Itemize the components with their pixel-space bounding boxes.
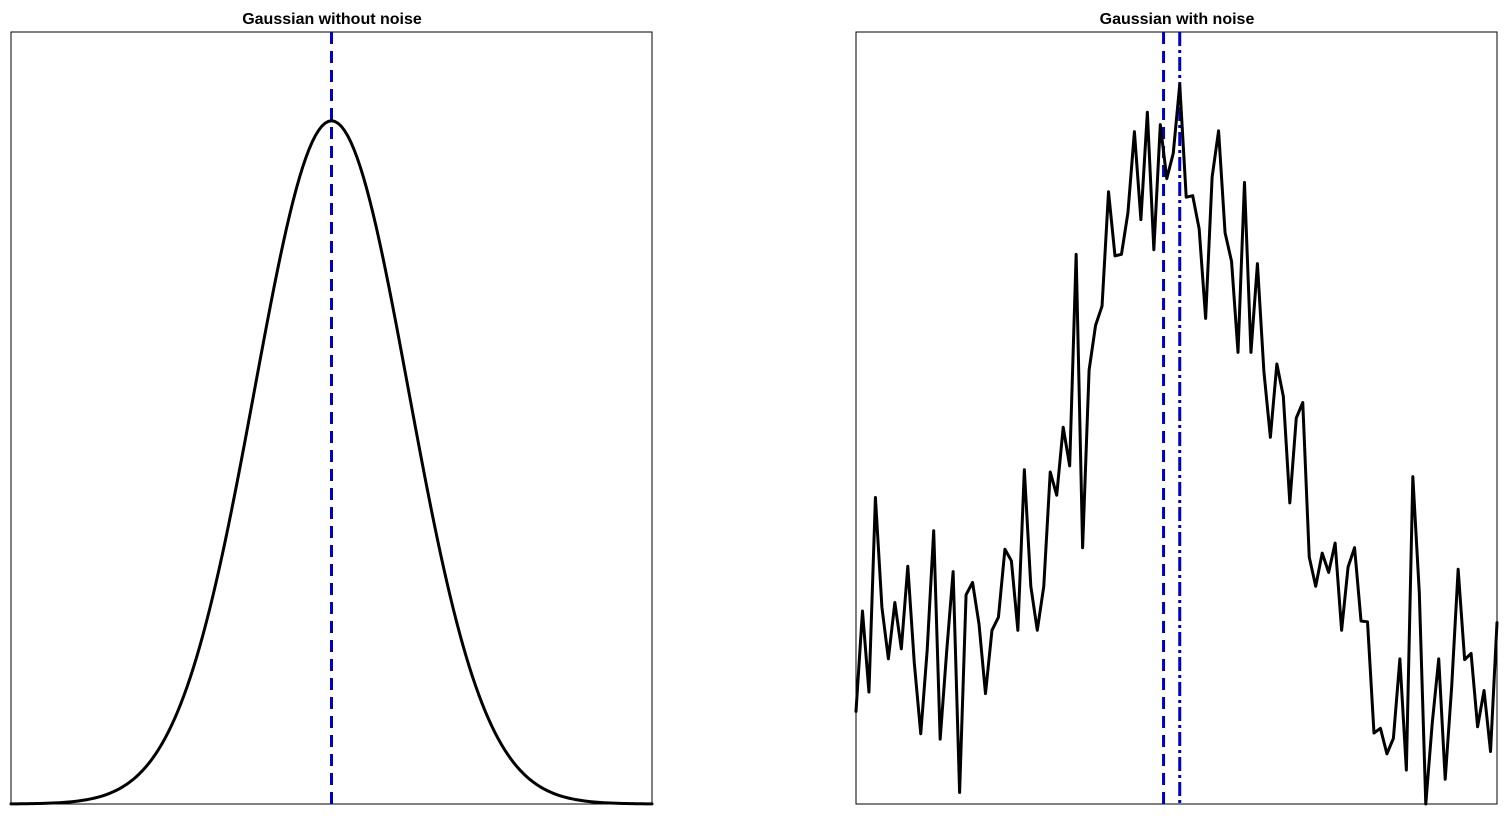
left-plot-marks [9, 32, 654, 806]
right-plot-frame [855, 31, 1498, 805]
left-panel-title: Gaussian without noise [242, 11, 422, 28]
left-gaussian-curve [9, 119, 654, 806]
right-panel-title: Gaussian with noise [1100, 11, 1255, 28]
right-plot-marks [854, 32, 1499, 806]
right-noisy-series-line-0 [854, 83, 1499, 806]
panel-left: Gaussian without noise [9, 11, 654, 806]
panel-right: Gaussian with noise [854, 11, 1499, 806]
